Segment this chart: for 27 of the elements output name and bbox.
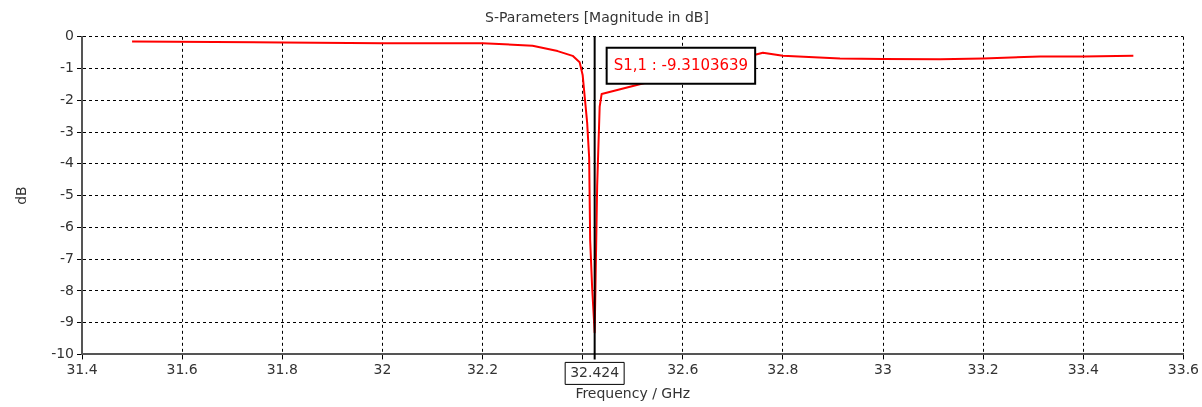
x-tick-label: 33.4 (1067, 361, 1099, 378)
y-tick-label: -5 (60, 186, 74, 203)
x-tick-label: 33.2 (967, 361, 999, 378)
x-tick-label: 32.6 (667, 361, 699, 378)
chart-title: S-Parameters [Magnitude in dB] (485, 9, 709, 26)
y-tick-label: -8 (60, 281, 74, 298)
x-tick-label: 31.6 (166, 361, 198, 378)
x-tick-label: 31.4 (66, 361, 98, 378)
y-tick-label: -7 (60, 249, 74, 266)
x-axis-title: Frequency / GHz (575, 385, 691, 402)
y-tick-label: -4 (60, 154, 75, 171)
x-tick-label: 32.2 (466, 361, 499, 378)
y-tick-label: -3 (60, 122, 74, 139)
annotation: S1,1 : -9.3103639 (613, 55, 749, 74)
x-tick-label: 33.6 (1167, 361, 1200, 378)
y-axis-title: dB (13, 186, 30, 205)
x-tick-label: 31.8 (266, 361, 298, 378)
y-tick-label: -6 (60, 218, 75, 234)
y-tick-label: -9 (60, 313, 74, 330)
y-tick-label: 0 (65, 27, 74, 44)
y-tick-label: -2 (60, 90, 74, 107)
ref-line-label: 32.424 (570, 364, 620, 381)
x-tick-label: 33 (874, 361, 892, 378)
x-tick-label: 32.8 (767, 361, 799, 378)
x-tick-label: 32 (373, 361, 392, 378)
y-tick-label: -10 (51, 345, 74, 362)
y-tick-label: -1 (60, 59, 74, 76)
